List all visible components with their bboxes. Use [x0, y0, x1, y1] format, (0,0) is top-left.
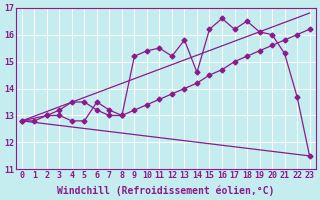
X-axis label: Windchill (Refroidissement éolien,°C): Windchill (Refroidissement éolien,°C) [57, 185, 274, 196]
